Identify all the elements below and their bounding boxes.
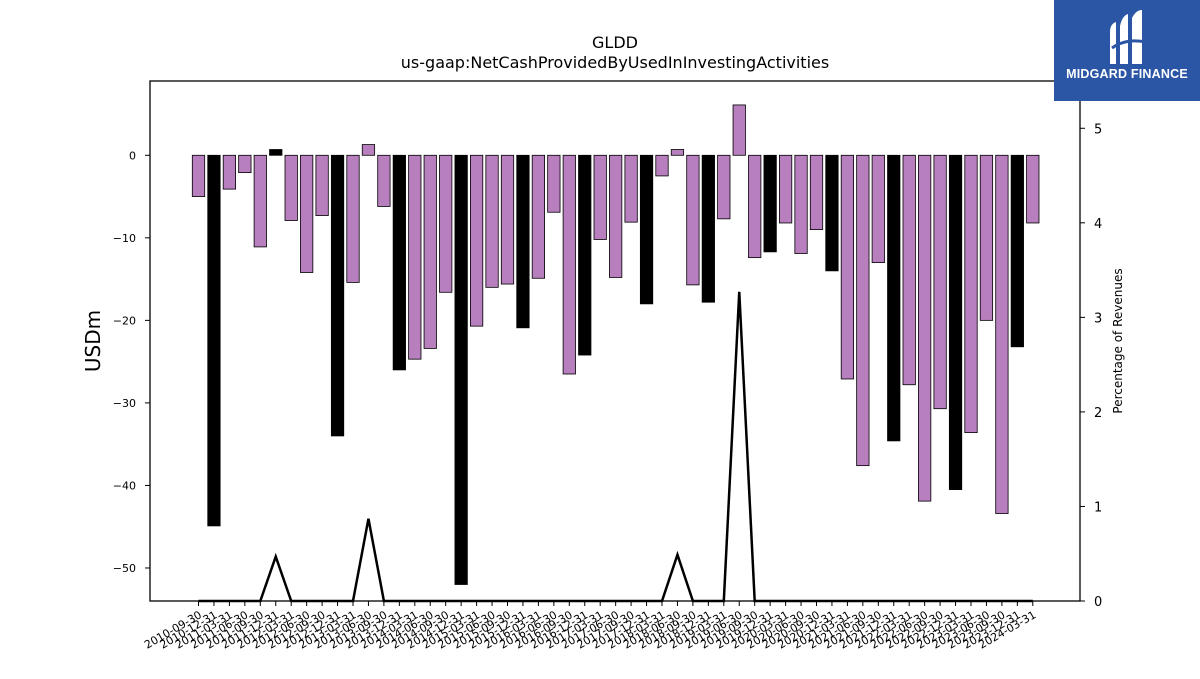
- bar-2021-12-31: [887, 154, 901, 442]
- bar-2012-03-31: [284, 154, 298, 221]
- bar-2016-06-30: [547, 154, 561, 213]
- bar-2020-03-31: [779, 154, 793, 224]
- bar-2011-09-30: [253, 154, 267, 248]
- y-tick-label: −30: [113, 397, 136, 410]
- bar-2014-06-30: [423, 154, 437, 349]
- bar-2021-03-31: [840, 154, 855, 380]
- y2-tick-label: 4: [1094, 217, 1102, 232]
- brand-name: MIDGARD FINANCE: [1066, 67, 1188, 81]
- bar-2017-12-31: [639, 154, 654, 305]
- bar-2017-09-30: [624, 154, 638, 223]
- bar-2021-06-30: [856, 154, 870, 467]
- bar-2011-06-30: [238, 154, 252, 174]
- bar-2019-06-30: [732, 104, 746, 156]
- plot-frame: [149, 80, 1081, 602]
- bar-2012-09-30: [315, 154, 329, 216]
- bar-2011-12-31: [269, 149, 283, 156]
- y2-tick-label: 3: [1094, 311, 1102, 326]
- bar-2015-06-30: [485, 154, 499, 288]
- bar-2020-06-30: [794, 154, 808, 254]
- bar-2020-09-30: [809, 154, 824, 230]
- bar-2016-03-31: [531, 154, 546, 279]
- bar-2016-12-31: [578, 154, 592, 356]
- y-axis-label: USDm: [81, 310, 105, 372]
- bar-2013-09-30: [377, 154, 391, 207]
- y-tick-label: −20: [113, 314, 136, 327]
- y2-tick-label: 5: [1094, 122, 1102, 137]
- y2-tick-label: 1: [1094, 500, 1102, 515]
- y-tick-label: 0: [129, 149, 136, 162]
- bar-2014-09-30: [439, 154, 453, 293]
- x-axis: 2010-09-302010-12-312011-03-312011-06-30…: [142, 601, 1038, 652]
- bar-2022-03-31: [902, 154, 916, 386]
- bar-2024-03-31: [1026, 154, 1040, 224]
- bar-2014-12-31: [454, 154, 468, 585]
- bar-2012-12-31: [330, 154, 345, 437]
- bars-layer: [191, 104, 1040, 585]
- bar-2018-12-31: [701, 154, 715, 303]
- bar-2018-03-31: [655, 154, 669, 177]
- bar-2017-03-31: [593, 154, 607, 240]
- bar-2010-09-30: [191, 154, 206, 197]
- y2-axis-label: Percentage of Revenues: [1111, 268, 1125, 413]
- bar-2017-06-30: [609, 154, 623, 278]
- bar-2015-09-30: [500, 154, 515, 285]
- bar-2016-09-30: [562, 154, 576, 375]
- midgard-logo-icon: [1106, 8, 1150, 70]
- bar-2023-03-31: [964, 154, 978, 434]
- bar-2019-09-30: [748, 154, 762, 259]
- y-tick-label: −40: [113, 479, 136, 492]
- bar-2015-03-31: [469, 154, 484, 327]
- bar-2018-09-30: [686, 154, 700, 286]
- bar-2023-06-30: [979, 154, 994, 321]
- bar-2023-12-31: [1010, 154, 1024, 348]
- bar-2015-12-31: [516, 154, 530, 329]
- bar-2013-03-31: [346, 154, 360, 283]
- bar-2013-06-30: [361, 144, 376, 156]
- y-tick-label: −50: [113, 562, 136, 575]
- bar-2012-06-30: [300, 154, 314, 273]
- bar-2023-09-30: [995, 154, 1009, 514]
- bar-2011-03-31: [222, 154, 236, 190]
- y-axis-left: 0 −10 −20 −30 −40 −50: [113, 149, 150, 575]
- bar-2010-12-31: [207, 154, 221, 527]
- bar-2019-12-31: [763, 154, 777, 253]
- y2-tick-label: 2: [1094, 406, 1102, 421]
- chart-subtitle: us-gaap:NetCashProvidedByUsedInInvesting…: [401, 53, 829, 72]
- brand-logo: MIDGARD FINANCE: [1054, 0, 1200, 101]
- bar-2014-03-31: [408, 154, 422, 360]
- bar-2021-09-30: [871, 154, 885, 263]
- bar-2018-06-30: [670, 149, 685, 156]
- bar-2022-09-30: [933, 154, 947, 410]
- y-tick-label: −10: [113, 232, 136, 245]
- bar-2013-12-31: [392, 154, 406, 371]
- chart-title: GLDD: [592, 33, 638, 52]
- bar-2019-03-31: [717, 154, 731, 220]
- y2-tick-label: 0: [1094, 595, 1102, 610]
- bar-2020-12-31: [825, 154, 839, 272]
- bar-2022-12-31: [948, 154, 963, 490]
- y-axis-right: 0 1 2 3 4 5: [1080, 122, 1102, 610]
- bar-2022-06-30: [918, 154, 932, 502]
